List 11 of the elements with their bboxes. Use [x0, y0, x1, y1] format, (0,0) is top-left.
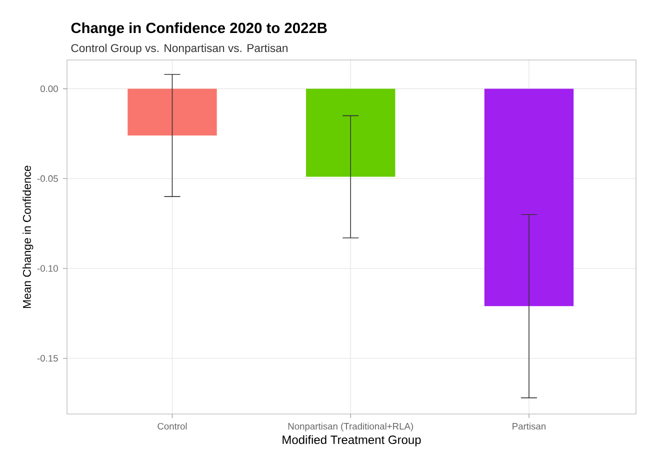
y-tick-label: -0.05: [37, 175, 58, 182]
x-tick-label: Control: [158, 422, 187, 430]
chart-subtitle: Control Group vs. Nonpartisan vs. Partisan: [71, 44, 288, 54]
y-tick-label: -0.15: [37, 355, 58, 362]
y-axis-title: Mean Change in Confidence: [22, 166, 34, 308]
chart-title: Change in Confidence 2020 to 2022B: [71, 22, 327, 36]
x-tick-label: Nonpartisan (Traditional+RLA): [288, 422, 413, 432]
x-tick-label: Partisan: [512, 422, 546, 430]
y-tick-label: -0.10: [37, 265, 58, 272]
y-tick-label: 0.00: [40, 85, 58, 92]
x-axis-title: Modified Treatment Group: [282, 435, 421, 446]
